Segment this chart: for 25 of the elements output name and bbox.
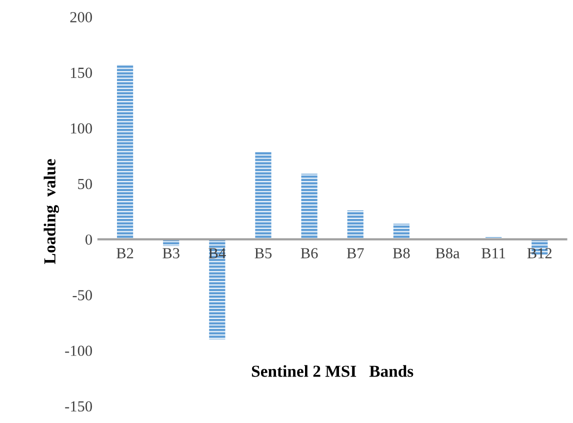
y-tick-label: 150	[70, 68, 92, 78]
bar	[301, 174, 318, 240]
x-axis-title: Sentinel 2 MSI Bands	[252, 365, 414, 377]
x-tick-label: B7	[346, 248, 364, 258]
y-tick-label: 100	[70, 123, 92, 134]
bar	[255, 151, 272, 240]
x-tick-label: B4	[208, 248, 226, 258]
y-tick-label: -100	[65, 346, 92, 356]
x-tick-label: B8	[392, 248, 410, 258]
y-tick-label: -50	[72, 290, 92, 300]
bar	[393, 224, 410, 240]
bar	[347, 210, 364, 240]
y-tick-label: -150	[65, 401, 92, 412]
x-tick-label: B6	[300, 248, 318, 258]
x-tick-label: B5	[254, 248, 272, 258]
bar	[116, 64, 134, 240]
x-tick-label: B2	[116, 248, 134, 258]
y-tick-label: 50	[78, 178, 92, 190]
y-tick-label: 200	[70, 12, 92, 22]
y-tick-label: 0	[85, 234, 92, 245]
bar	[209, 239, 226, 340]
x-tick-label: B3	[162, 248, 180, 258]
x-tick-label: B8a	[436, 248, 460, 258]
y-axis-title: Loading value	[44, 159, 59, 264]
x-tick-label: B11	[482, 248, 506, 258]
